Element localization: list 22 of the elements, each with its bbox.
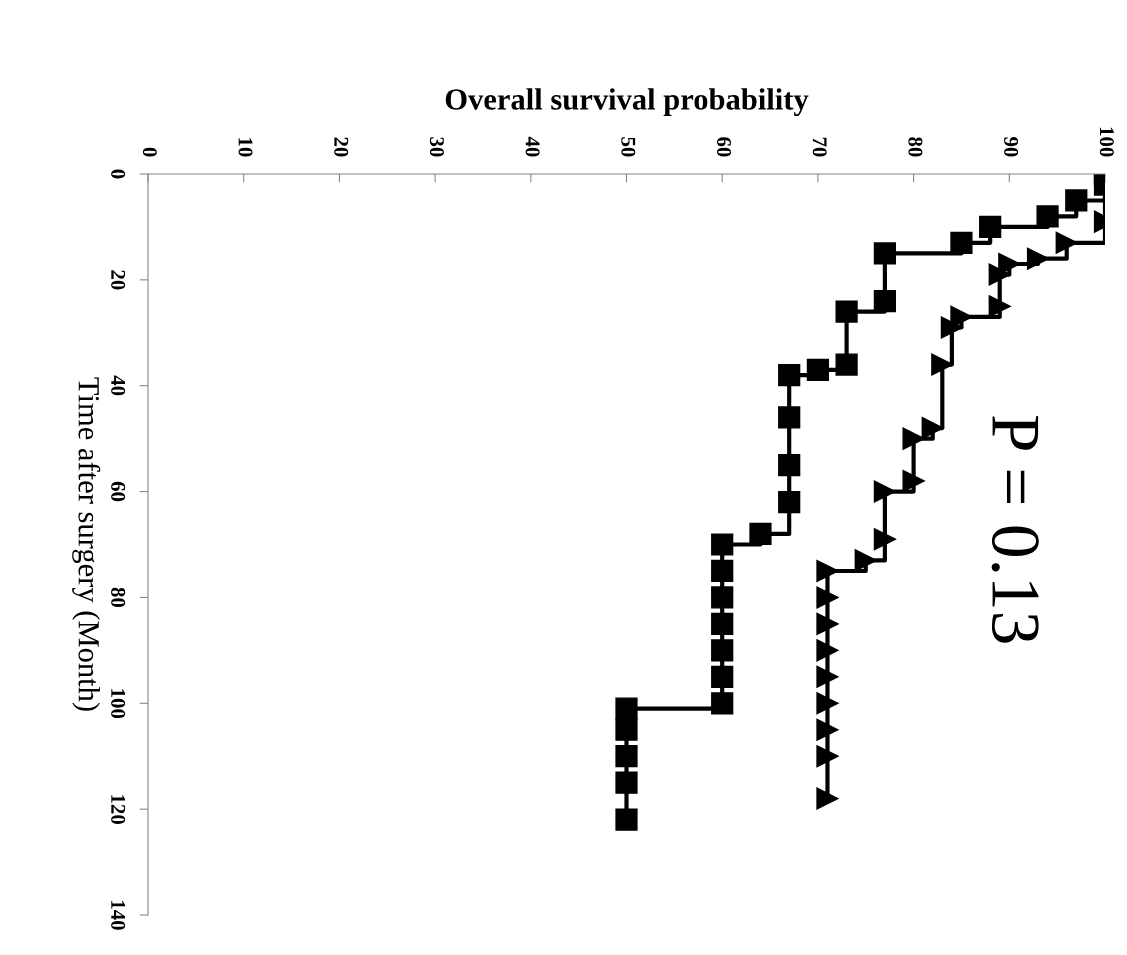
x-tick-label: 60	[716, 137, 732, 157]
y-tick-label: 60	[111, 481, 126, 502]
x-tick-label: 10	[238, 138, 253, 157]
y-tick-label: 40	[111, 375, 126, 396]
x-tick-label: 40	[525, 136, 540, 157]
y-tick-label: 100	[111, 689, 126, 719]
x-tick-label: 80	[908, 137, 923, 157]
x-tick-label: 70	[812, 137, 827, 157]
x-tick-label: 50	[621, 137, 636, 157]
x-tick-label: 30	[429, 137, 444, 157]
x-tick-label: 100	[1099, 127, 1114, 157]
annotation: P = 0.13	[991, 415, 1039, 643]
y-axis-title: Time after surgery (Month)	[72, 377, 101, 711]
y-tick-label: 80	[111, 587, 126, 608]
y-tick-label: 20	[111, 270, 126, 290]
y-tick-label: 140	[111, 901, 126, 930]
x-tick-label: 90	[1004, 137, 1019, 157]
x-tick-label: 20	[334, 137, 349, 157]
y-tick-label: 120	[111, 795, 126, 824]
x-axis-title: Overall survival probability	[445, 88, 809, 117]
x-tick-label: 0	[142, 147, 157, 157]
y-tick-label: 0	[111, 169, 126, 179]
